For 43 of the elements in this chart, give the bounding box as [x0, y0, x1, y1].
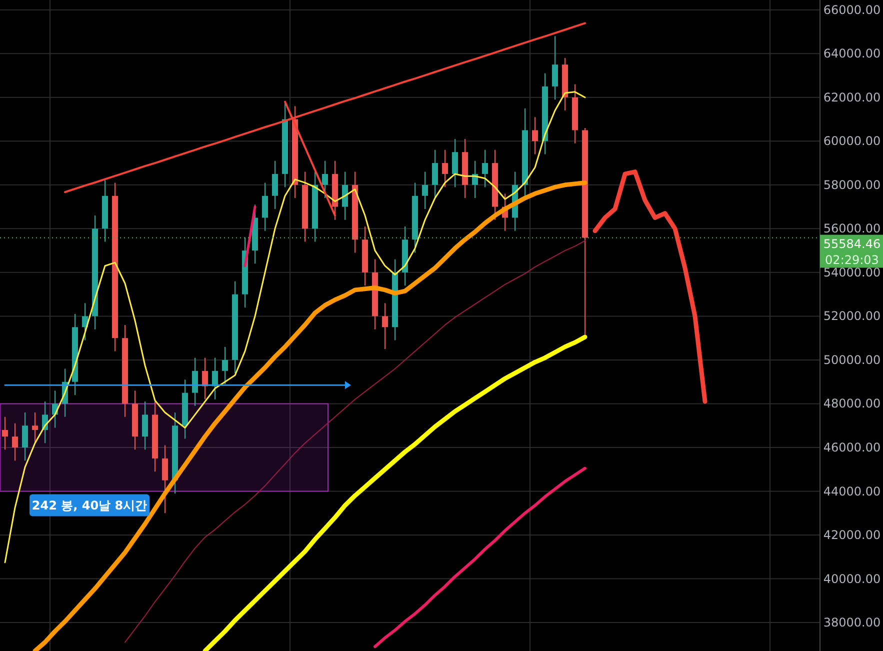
y-tick-label: 44000.00 — [823, 484, 881, 498]
y-tick-label: 48000.00 — [823, 396, 881, 411]
candlestick — [22, 412, 28, 462]
y-tick-label: 62000.00 — [823, 90, 881, 104]
y-tick-label: 50000.00 — [823, 352, 881, 367]
candlestick — [12, 422, 18, 462]
candlestick — [142, 401, 148, 450]
candlestick — [162, 444, 168, 514]
band-label: 242 봉, 40날 8시간 — [32, 498, 148, 512]
y-tick-label: 54000.00 — [823, 265, 881, 280]
candlestick — [272, 160, 278, 210]
line-series — [592, 170, 708, 404]
line-series — [374, 466, 586, 648]
candlestick — [2, 416, 8, 450]
candlestick — [452, 138, 458, 188]
candlestick — [322, 160, 328, 199]
y-tick-label: 58000.00 — [823, 178, 881, 192]
candlestick — [32, 412, 38, 444]
y-tick-label: 38000.00 — [823, 616, 881, 630]
candlestick — [442, 149, 448, 188]
candlestick — [422, 171, 428, 210]
candlestick — [432, 149, 438, 199]
y-tick-label: 60000.00 — [823, 134, 881, 148]
line-series — [202, 334, 588, 651]
candlestick — [532, 116, 538, 155]
candlestick — [222, 346, 228, 385]
candlestick — [262, 182, 268, 232]
y-tick-label: 42000.00 — [823, 528, 881, 542]
y-tick-label: 40000.00 — [823, 572, 881, 586]
line-series — [32, 180, 588, 651]
y-tick-label: 56000.00 — [823, 222, 881, 236]
line-series — [4, 91, 586, 564]
candlestick — [552, 36, 558, 100]
y-tick-label: 64000.00 — [823, 46, 881, 61]
y-tick-label: 52000.00 — [823, 309, 881, 324]
candlestick — [342, 171, 348, 220]
candlestick — [482, 149, 488, 188]
ref-line-label: 55584.46 — [823, 236, 881, 251]
y-tick-label: 46000.00 — [823, 440, 881, 454]
y-tick-label: 66000.00 — [823, 2, 881, 17]
candlestick — [192, 357, 198, 406]
candlestick — [382, 302, 388, 350]
text: 02:29:03 — [825, 252, 879, 267]
